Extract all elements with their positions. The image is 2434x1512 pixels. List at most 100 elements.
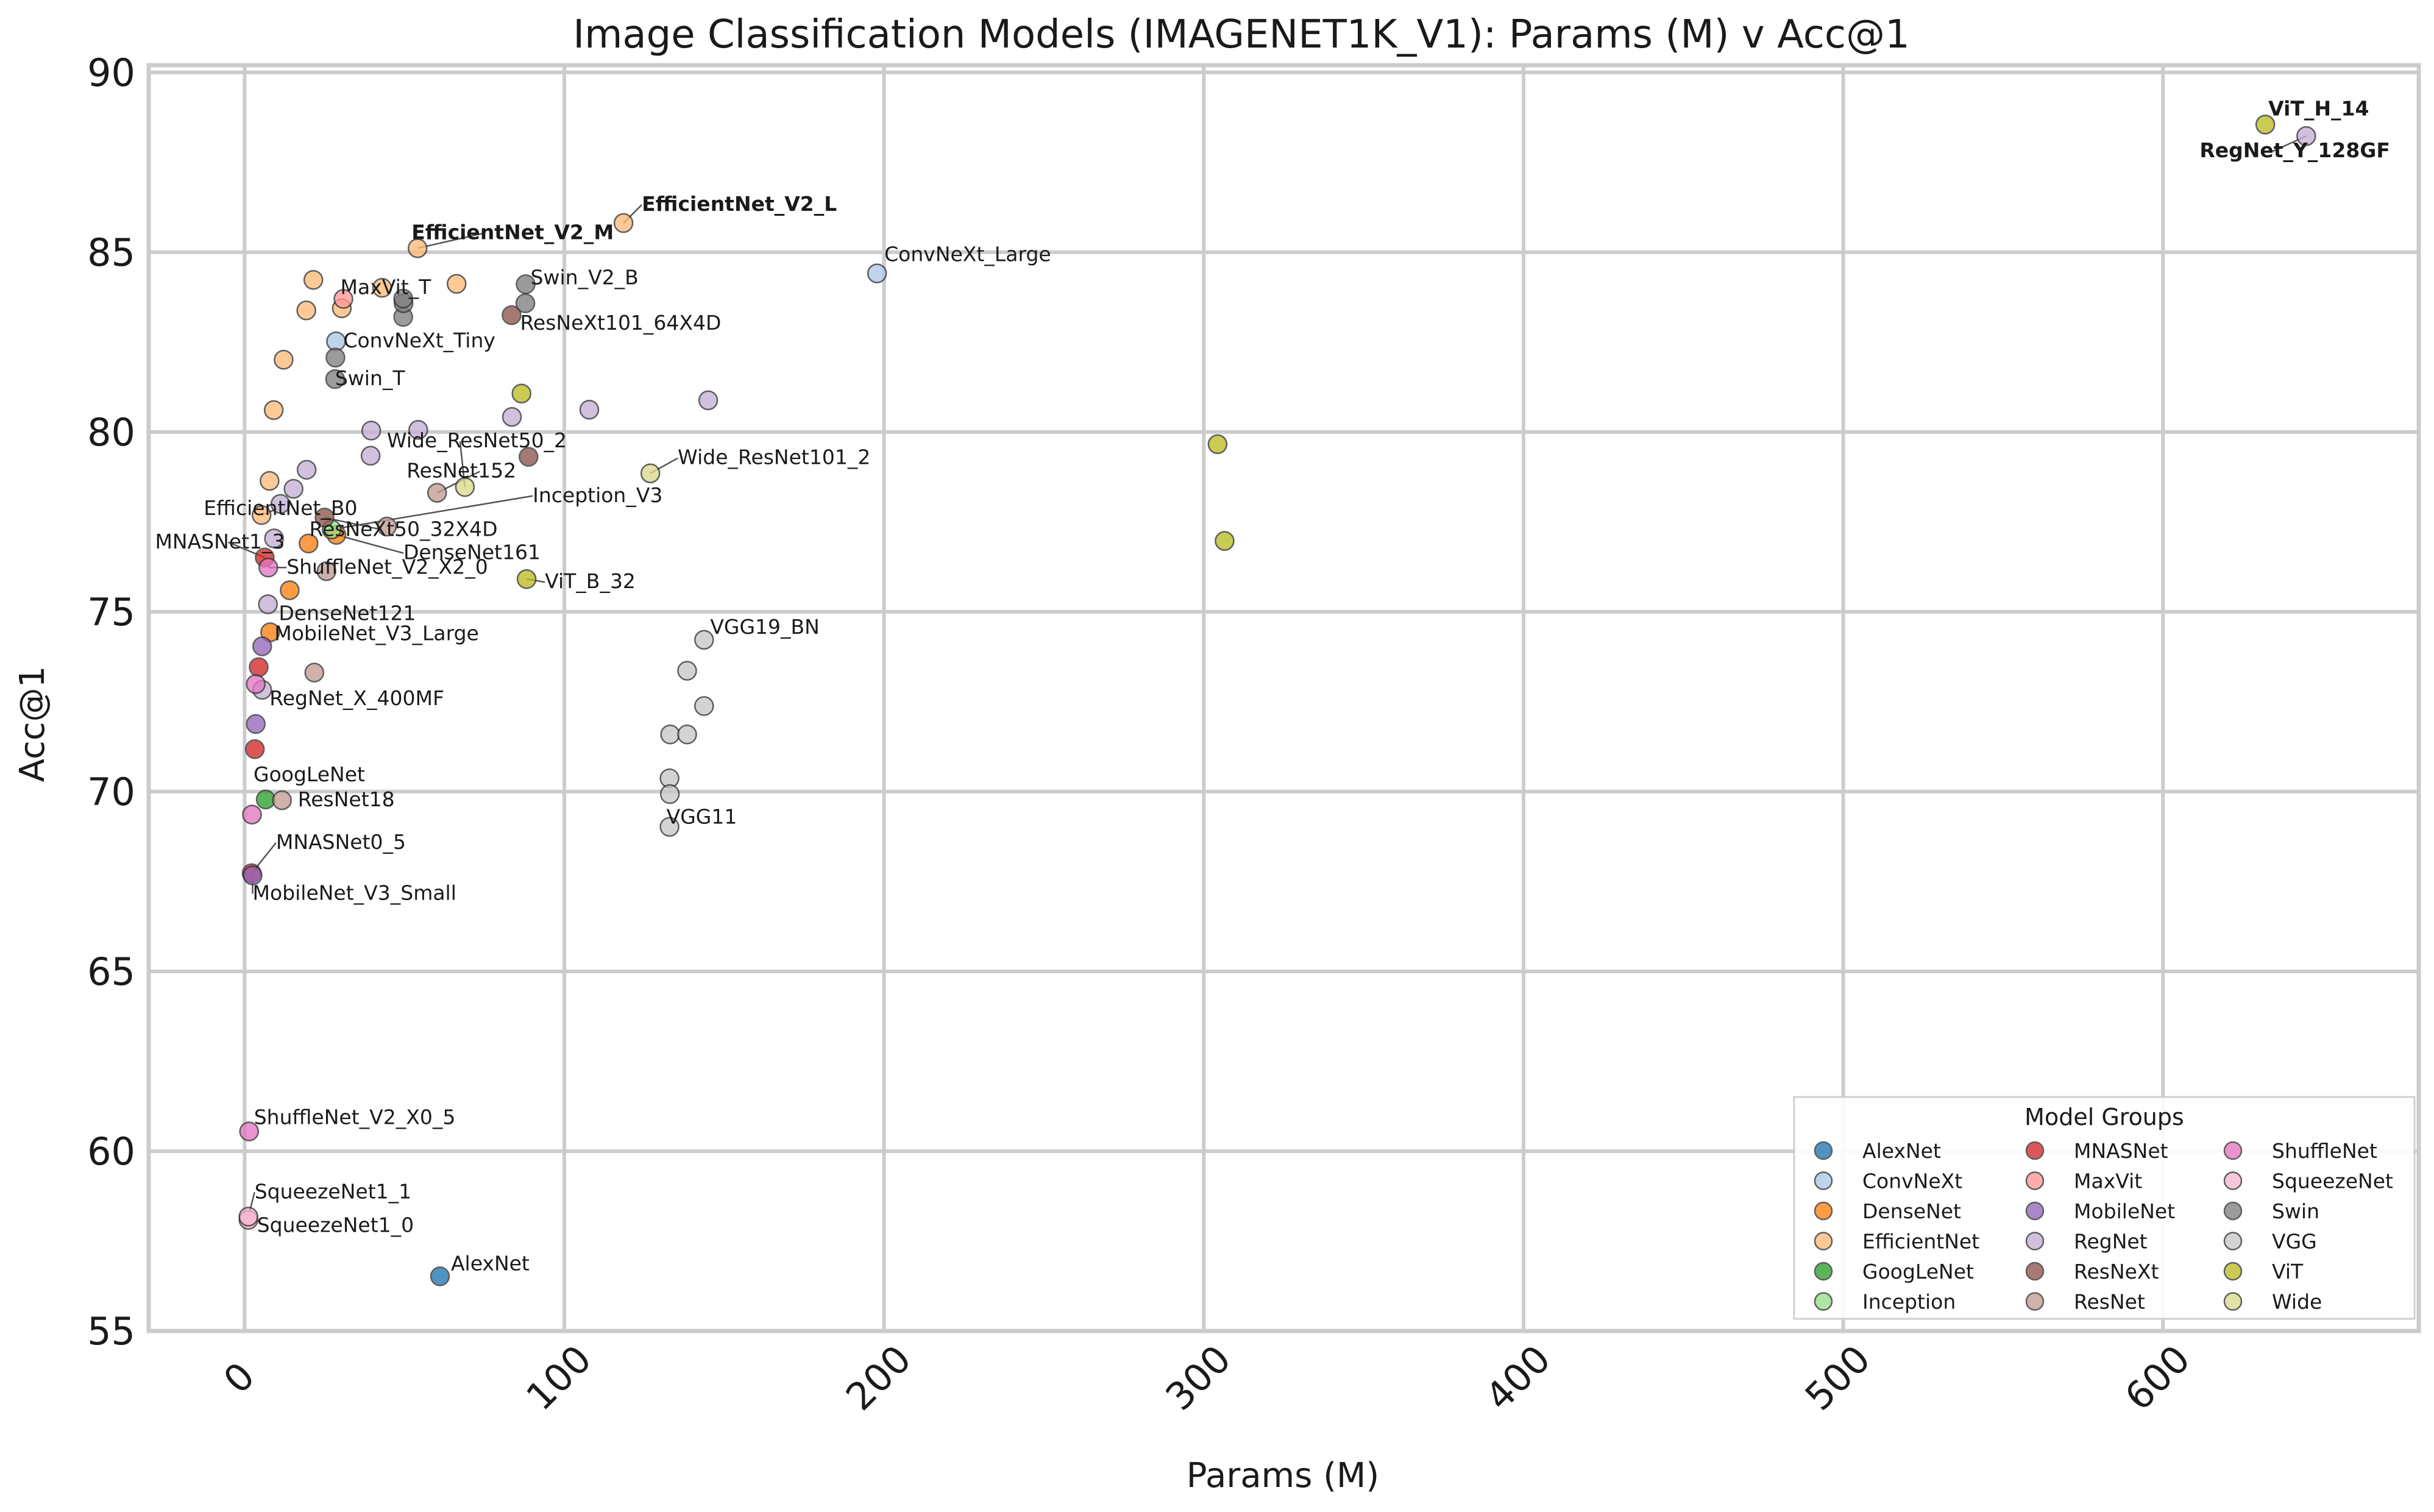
data-point-swin [516,274,536,294]
data-point-mobilenet [243,865,263,886]
point-annotation: MobileNet_V3_Large [274,622,479,645]
point-annotation: Inception_V3 [533,483,662,507]
point-annotation: ResNeXt101_64X4D [520,311,721,335]
point-annotation: ResNet18 [298,787,395,811]
data-point-shufflenet [246,674,266,694]
y-tick-label: 65 [87,949,135,994]
data-point-convnext [867,263,887,283]
data-point-regnet [2296,126,2316,146]
data-point-swin [515,293,536,313]
data-point-wide [455,477,475,497]
point-annotation: RegNet_Y_128GF [2199,138,2390,162]
data-point-efficientnet [446,274,467,294]
legend-label: MobileNet [2074,1199,2175,1223]
legend-item: Swin [2223,1199,2319,1223]
legend-label: Wide [2272,1290,2322,1314]
point-annotation: DenseNet161 [403,541,541,564]
legend-marker [2025,1141,2045,1160]
data-point-resnext [519,447,539,467]
point-annotation: ResNeXt50_32X4D [310,517,498,541]
legend-title: Model Groups [2024,1104,2184,1130]
point-annotation: ResNet152 [406,459,516,483]
data-point-regnet [579,400,600,420]
legend-label: RegNet [2074,1230,2148,1254]
data-point-vgg [660,724,680,745]
data-point-vgg [677,661,697,681]
point-annotation: SqueezeNet1_1 [255,1179,411,1203]
legend-label: VGG [2272,1230,2317,1254]
data-point-swin [325,369,346,389]
legend-label: ShuffleNet [2272,1139,2377,1163]
point-annotation: MaxVit_T [341,275,432,299]
point-annotation: Swin_T [335,366,406,390]
legend-item: DenseNet [1814,1199,1961,1223]
point-annotation: ConvNeXt_Large [884,243,1051,266]
legend-item: EfficientNet [1814,1230,1979,1254]
data-point-resnet [304,662,325,683]
point-annotation: ViT_H_14 [2268,96,2369,120]
data-point-regnet [270,494,291,514]
point-annotations: AlexNet ConvNeXt_Tiny ConvNeXt_Large DenseN… [155,96,2390,1275]
y-tick-label: 90 [87,51,135,95]
data-point-regnet [361,421,381,441]
legend-item: GoogLeNet [1814,1260,1974,1283]
legend-marker [1814,1292,1833,1311]
legend: Model Groups AlexNet ConvNeXt DenseNet Effi… [1793,1096,2416,1320]
legend-marker [2223,1201,2243,1221]
data-point-regnet [296,460,317,480]
legend-label: ResNeXt [2074,1260,2159,1283]
data-point-efficientnet [407,238,428,258]
legend-item: ShuffleNet [2223,1139,2377,1163]
point-annotation: MNASNet1_3 [155,530,285,553]
data-point-efficientnet [296,300,316,321]
data-point-resnet [272,790,293,811]
legend-marker [1814,1262,1833,1281]
point-annotation: EfficientNet_B0 [204,496,357,520]
legend-label: ConvNeXt [1862,1169,1962,1193]
y-tick-label: 80 [87,410,135,455]
legend-marker [1814,1232,1833,1251]
legend-item: MNASNet [2025,1139,2168,1163]
data-point-densenet [299,533,319,554]
data-point-regnet [502,406,522,427]
data-point-regnet [360,445,381,466]
data-point-regnet [408,420,428,440]
data-point-vgg [694,696,714,716]
data-point-mobilenet [252,636,272,656]
legend-box [1793,1096,2416,1320]
annotation-leaders [227,135,2307,1217]
annotation-leader [417,232,485,249]
data-point-regnet [283,478,303,499]
chart-title: Image Classification Models (IMAGENET1K_… [573,12,1910,57]
data-point-vgg [677,724,697,745]
y-tick-label: 85 [87,230,135,275]
legend-marker [2025,1262,2045,1281]
data-point-mobilenet [246,714,266,734]
data-points [238,115,2316,1287]
legend-label: AlexNet [1862,1139,1941,1163]
point-annotation: DenseNet121 [279,602,416,625]
data-point-vgg [659,784,680,804]
point-annotation: AlexNet [451,1251,530,1275]
legend-label: Swin [2272,1199,2319,1223]
y-tick-label: 70 [87,770,135,814]
data-point-mnasnet [244,739,265,759]
legend-marker [2223,1171,2243,1190]
data-point-resnet [316,561,336,581]
data-point-shufflenet [258,558,279,578]
x-tick-label: 400 [1477,1336,1559,1419]
data-point-wide [640,463,661,483]
legend-label: ViT [2272,1260,2304,1283]
point-annotation: EfficientNet_V2_L [642,192,837,216]
point-annotation: MobileNet_V3_Small [253,881,456,904]
point-annotation: ShuffleNet_V2_X2_0 [286,555,488,578]
point-annotation: RegNet_X_400MF [269,686,444,710]
data-point-shufflenet [239,1121,259,1141]
legend-item: Inception [1814,1290,1956,1314]
legend-item: MaxVit [2025,1169,2142,1193]
y-axis-label: Acc@1 [13,666,52,783]
legend-item: RegNet [2025,1230,2148,1254]
point-annotation: SqueezeNet1_0 [257,1213,414,1237]
point-annotation: MNASNet0_5 [276,830,406,854]
